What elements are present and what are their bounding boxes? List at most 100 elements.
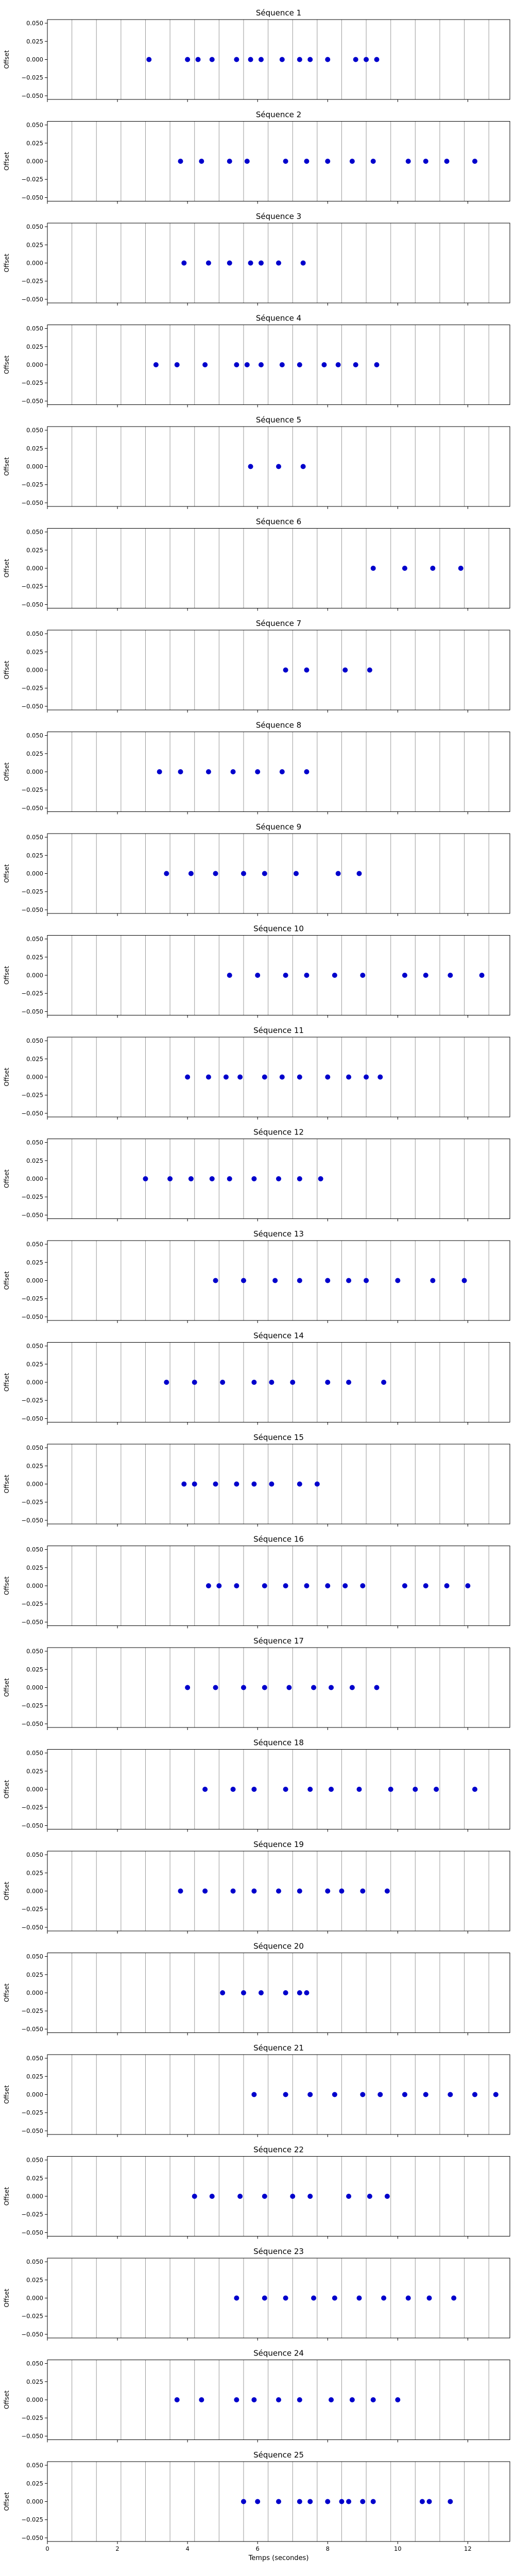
data-point [346,2194,352,2199]
data-point [297,1990,302,1995]
data-point [349,2397,355,2402]
y-axis-label: Offset [3,2289,10,2307]
plot-frame [47,121,510,201]
data-point [356,2295,362,2301]
y-tick-label: −0.050 [21,906,43,913]
y-tick-label: 0.025 [26,852,43,859]
data-point [283,1787,288,1792]
data-point [258,260,264,266]
data-point [405,159,411,164]
y-tick-label: 0.000 [26,56,43,63]
data-point [465,1583,471,1588]
data-point [444,159,450,164]
data-point [279,57,285,62]
data-point [342,667,348,673]
data-point [325,159,331,164]
y-tick-label: 0.050 [26,1037,43,1044]
y-tick-label: 0.000 [26,260,43,267]
data-point [283,1990,288,1995]
y-tick-label: 0.025 [26,38,43,45]
data-point [364,1074,369,1080]
data-point [370,159,376,164]
y-tick-label: −0.050 [21,2229,43,2236]
data-point [339,2499,345,2504]
x-axis-label: Temps (secondes) [248,2554,309,2562]
data-point [402,1583,407,1588]
data-point [353,57,358,62]
data-point [251,2397,257,2402]
y-tick-label: 0.050 [26,2258,43,2265]
data-point [178,1888,183,1894]
data-point [426,2295,432,2301]
y-tick-label: 0.025 [26,241,43,248]
y-axis-label: Offset [3,660,10,679]
y-tick-label: 0.025 [26,2378,43,2385]
y-tick-label: 0.050 [26,630,43,637]
data-point [297,1888,302,1894]
data-point [360,973,366,978]
subplot-title: Séquence 3 [256,212,301,221]
data-point [300,464,306,469]
data-point [461,1278,467,1283]
subplot-title: Séquence 22 [253,2145,304,2155]
data-point [311,1685,317,1690]
y-tick-label: −0.025 [21,2007,43,2014]
y-tick-label: 0.000 [26,1684,43,1691]
data-point [199,2397,204,2402]
data-point [234,57,239,62]
y-tick-label: 0.050 [26,1444,43,1451]
data-point [290,1380,296,1385]
data-point [321,362,327,367]
data-point [325,1888,331,1894]
x-tick-label: 8 [326,2545,330,2552]
data-point [472,159,477,164]
data-point [472,1787,477,1792]
data-point [444,1583,450,1588]
data-point [381,1380,387,1385]
y-tick-label: 0.050 [26,122,43,129]
y-tick-label: 0.050 [26,325,43,332]
data-point [244,362,250,367]
y-tick-label: −0.025 [21,2313,43,2320]
y-tick-label: 0.000 [26,1786,43,1793]
subplot-2: Séquence 2 0.050 0.025 0.000 −0.025 −0.050 Off… [3,110,510,204]
y-tick-label: −0.025 [21,685,43,692]
plot-frame [47,732,510,812]
y-tick-label: −0.050 [21,499,43,506]
y-axis-label: Offset [3,1577,10,1595]
y-tick-label: −0.025 [21,2414,43,2421]
data-point [423,2092,428,2097]
data-point [329,1685,334,1690]
y-axis-label: Offset [3,1475,10,1493]
data-point [227,1176,232,1181]
subplot-20: Séquence 20 0.050 0.025 0.000 −0.025 −0.050 Of… [3,1942,510,2036]
data-point [279,1074,285,1080]
y-tick-label: 0.000 [26,158,43,165]
y-tick-label: 0.000 [26,2193,43,2200]
data-point [192,1380,197,1385]
data-point [269,1380,274,1385]
subplot-4: Séquence 4 0.050 0.025 0.000 −0.025 −0.050 Off… [3,314,510,408]
data-point [255,2499,261,2504]
data-point [304,973,310,978]
y-tick-label: −0.025 [21,1397,43,1404]
y-axis-label: Offset [3,355,10,374]
subplot-title: Séquence 4 [256,314,301,323]
data-point [178,159,183,164]
y-tick-label: 0.000 [26,1277,43,1284]
y-axis-label: Offset [3,253,10,272]
y-axis-label: Offset [3,457,10,476]
data-point [364,57,369,62]
y-tick-label: 0.050 [26,2462,43,2469]
data-point [276,464,281,469]
data-point [258,362,264,367]
y-tick-label: 0.000 [26,463,43,470]
y-tick-label: 0.025 [26,2073,43,2080]
data-point [377,2092,383,2097]
y-tick-label: 0.050 [26,1851,43,1858]
y-tick-label: 0.000 [26,361,43,368]
data-point [143,1176,148,1181]
data-point [192,1481,197,1487]
data-point [297,57,302,62]
data-point [451,2295,457,2301]
